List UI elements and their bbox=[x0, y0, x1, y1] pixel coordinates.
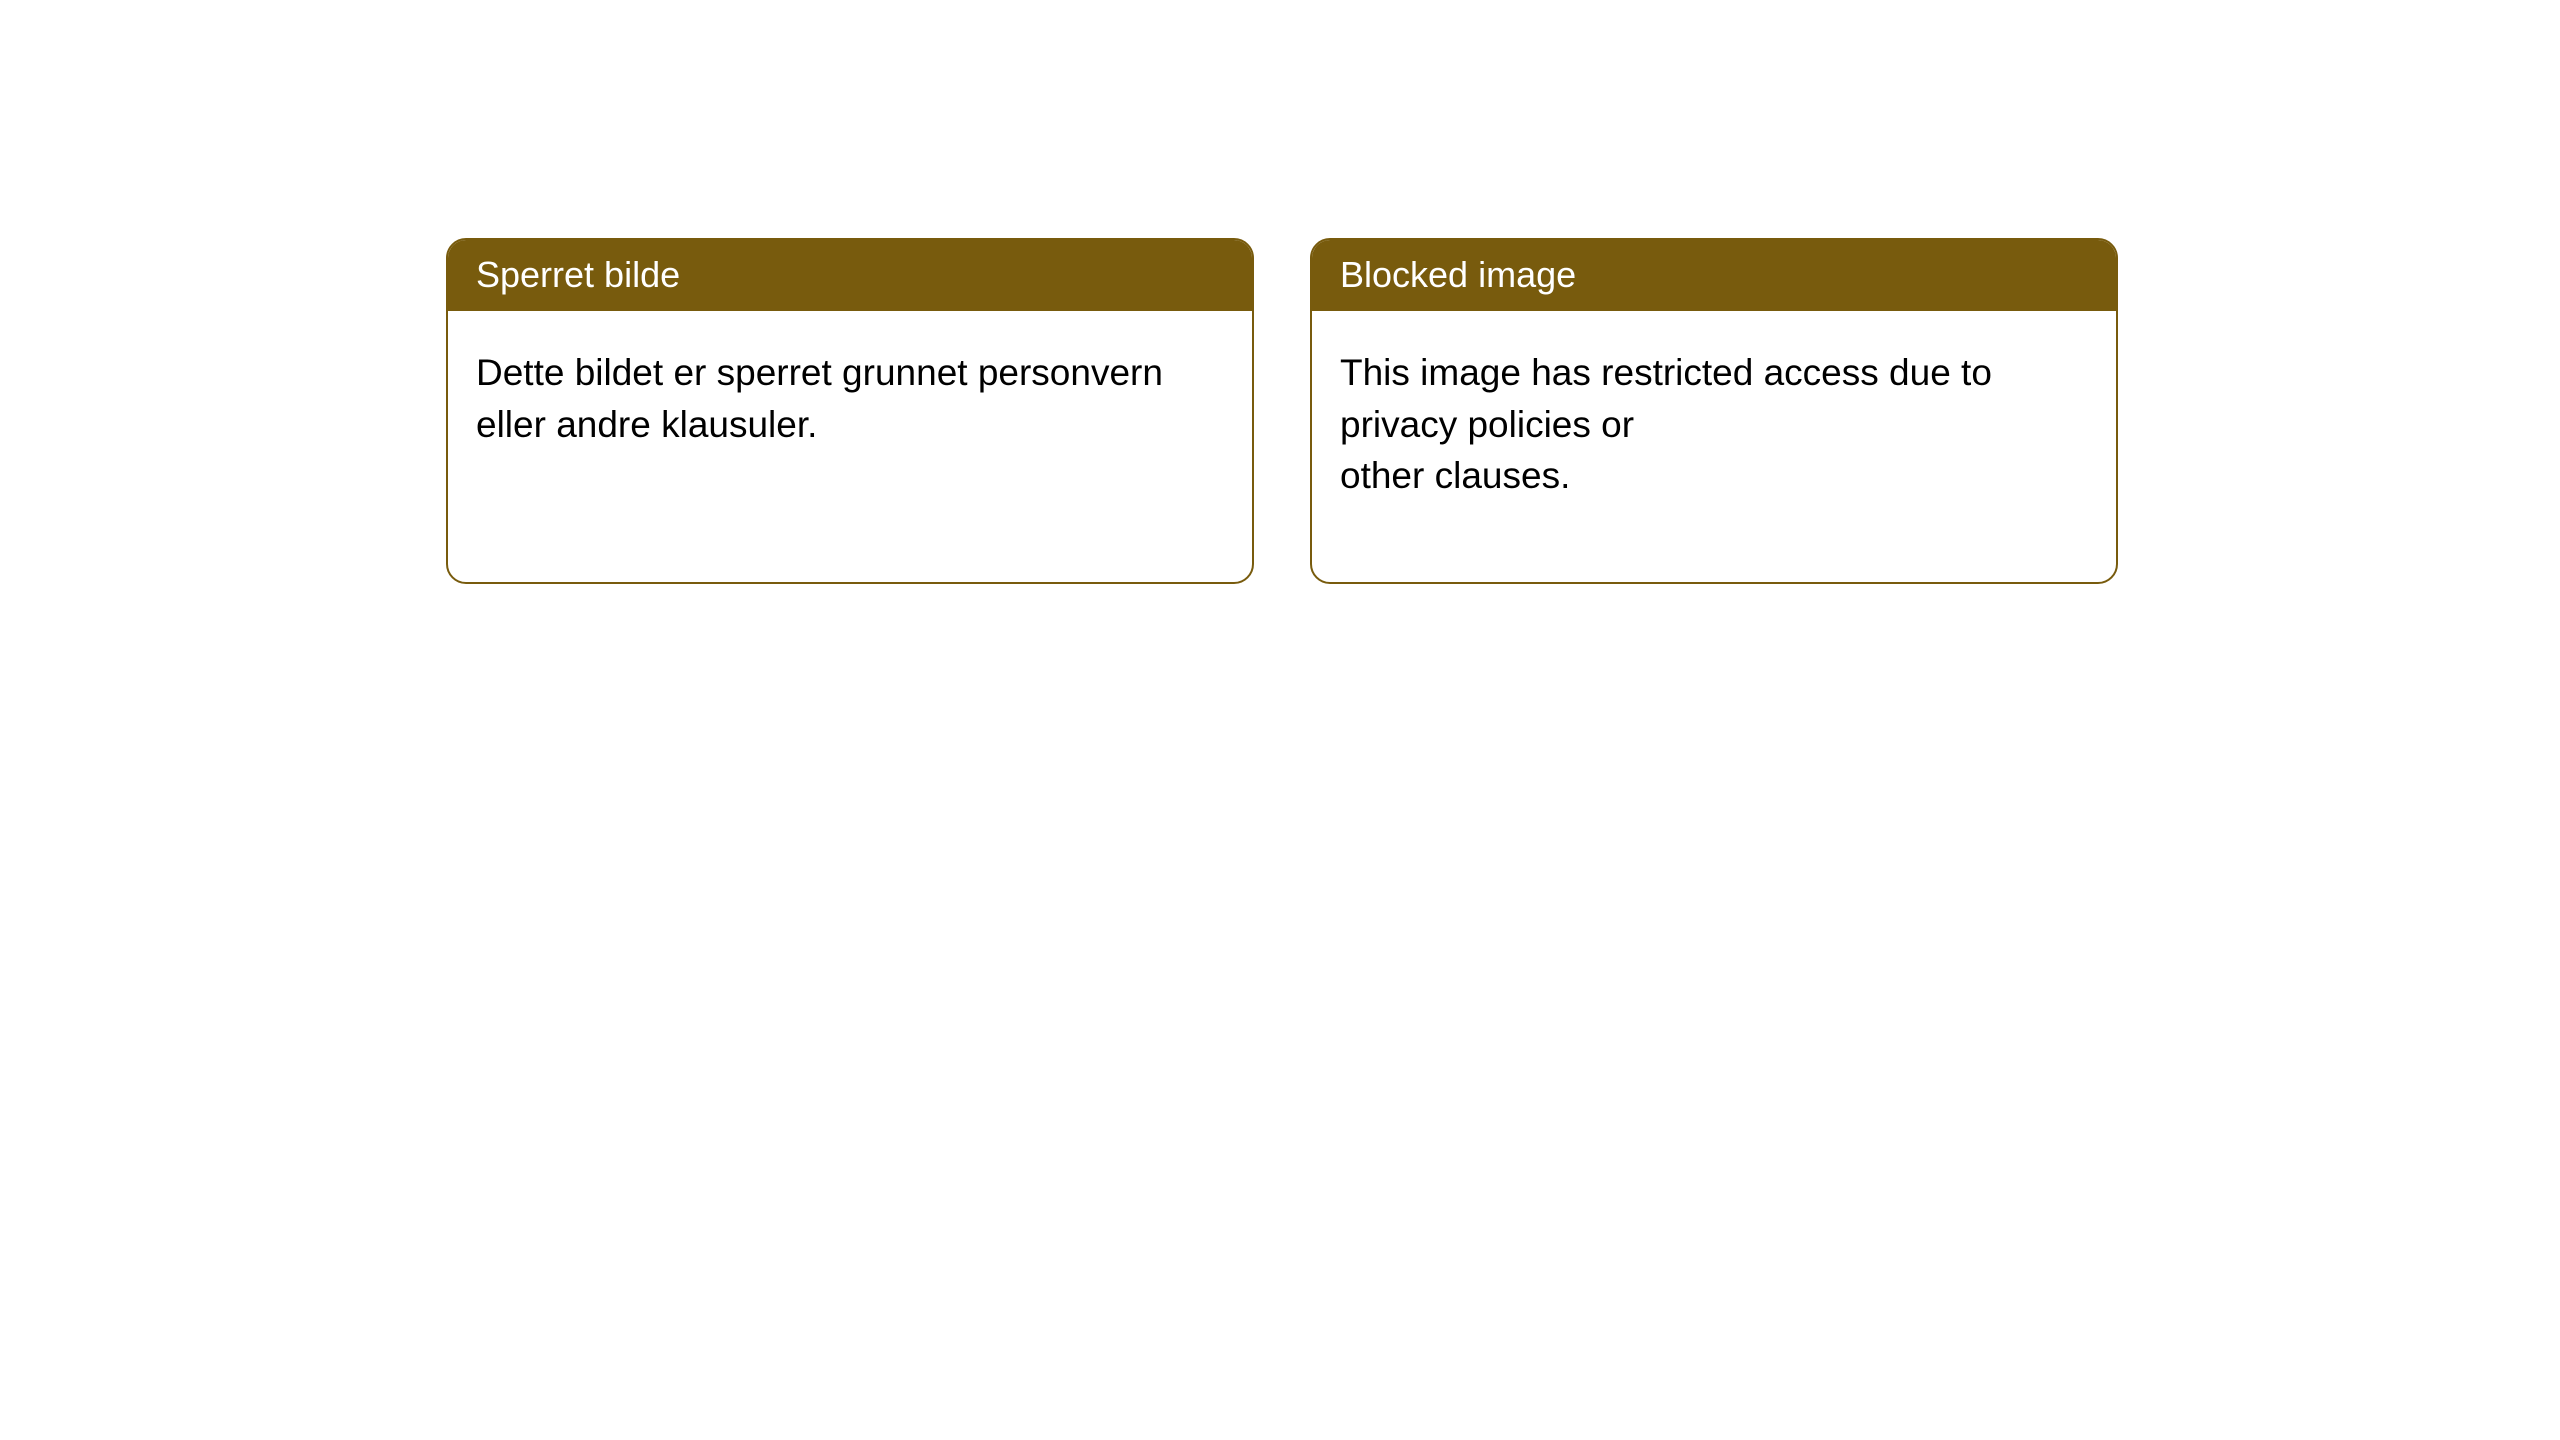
notice-card-english: Blocked image This image has restricted … bbox=[1310, 238, 2118, 584]
notice-card-norwegian: Sperret bilde Dette bildet er sperret gr… bbox=[446, 238, 1254, 584]
notice-body: This image has restricted access due to … bbox=[1312, 311, 2116, 582]
notice-container: Sperret bilde Dette bildet er sperret gr… bbox=[0, 0, 2560, 584]
notice-header: Sperret bilde bbox=[448, 240, 1252, 311]
notice-body: Dette bildet er sperret grunnet personve… bbox=[448, 311, 1252, 531]
notice-header: Blocked image bbox=[1312, 240, 2116, 311]
